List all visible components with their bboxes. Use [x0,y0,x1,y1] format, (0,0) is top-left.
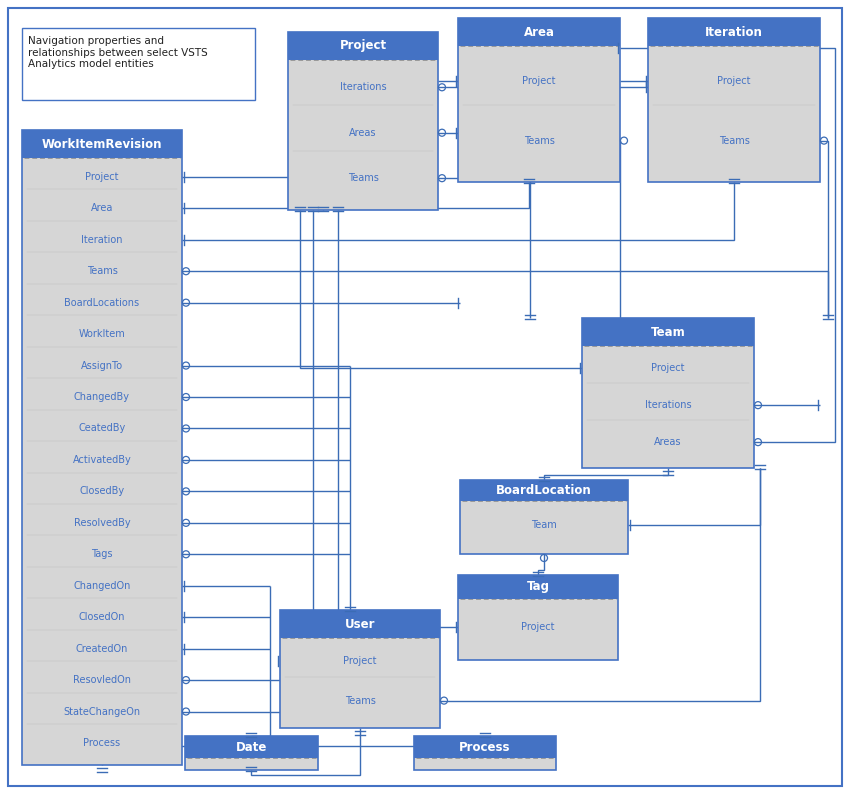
Text: Project: Project [522,76,556,87]
Text: Iteration: Iteration [705,25,763,38]
Text: Project: Project [651,363,685,373]
Text: CreatedOn: CreatedOn [76,644,128,653]
Bar [460,480,628,501]
Text: Teams: Teams [344,696,376,706]
Bar [648,18,820,182]
Text: Project: Project [85,172,119,182]
Bar [280,610,440,728]
Text: ResovledOn: ResovledOn [73,675,131,685]
Text: AssignTo: AssignTo [81,360,123,371]
Text: ChangedOn: ChangedOn [73,580,131,591]
Text: Navigation properties and
relationships between select VSTS
Analytics model enti: Navigation properties and relationships … [28,36,207,69]
Text: Team: Team [650,326,685,338]
Text: Teams: Teams [524,136,554,145]
Bar [648,18,820,46]
Text: Team: Team [531,520,557,530]
Text: Tags: Tags [91,549,113,559]
Bar [582,318,754,468]
Text: ClosedBy: ClosedBy [79,487,125,496]
Bar [414,736,556,758]
Text: Project: Project [521,622,555,632]
Bar [458,18,620,182]
Bar [458,575,618,599]
Bar [185,736,318,770]
Text: Process: Process [83,738,121,748]
Text: Project: Project [343,657,377,666]
Text: WorkItem: WorkItem [78,330,125,339]
Text: Teams: Teams [87,266,117,276]
Bar [582,318,754,346]
Bar [460,480,628,554]
Text: Process: Process [459,741,511,754]
Text: WorkItemRevision: WorkItemRevision [42,137,162,151]
Bar [22,130,182,765]
Text: User: User [345,618,375,630]
Text: ChangedBy: ChangedBy [74,392,130,402]
Text: Teams: Teams [718,136,750,145]
Text: Teams: Teams [348,173,378,183]
Text: Areas: Areas [349,128,377,137]
Text: Date: Date [235,741,267,754]
Text: Project: Project [717,76,751,87]
Bar [185,736,318,758]
Text: Project: Project [339,40,387,52]
Text: ClosedOn: ClosedOn [79,612,125,622]
Text: Iterations: Iterations [340,83,386,92]
Text: CeatedBy: CeatedBy [78,423,126,434]
Text: Iteration: Iteration [82,235,122,245]
Bar [22,28,255,100]
Bar [458,575,618,660]
Text: BoardLocations: BoardLocations [65,298,139,307]
Text: ActivatedBy: ActivatedBy [72,455,132,465]
Text: Tag: Tag [526,580,549,593]
Bar [414,736,556,770]
Bar [288,32,438,210]
Text: Area: Area [91,203,113,214]
Bar [458,18,620,46]
Bar [22,130,182,158]
Bar [280,610,440,638]
Text: Area: Area [524,25,554,38]
Text: Iterations: Iterations [644,400,691,410]
Text: ResolvedBy: ResolvedBy [74,518,130,528]
Text: StateChangeOn: StateChangeOn [64,707,140,716]
Text: BoardLocation: BoardLocation [496,484,592,497]
Bar [288,32,438,60]
Text: Areas: Areas [654,437,682,447]
